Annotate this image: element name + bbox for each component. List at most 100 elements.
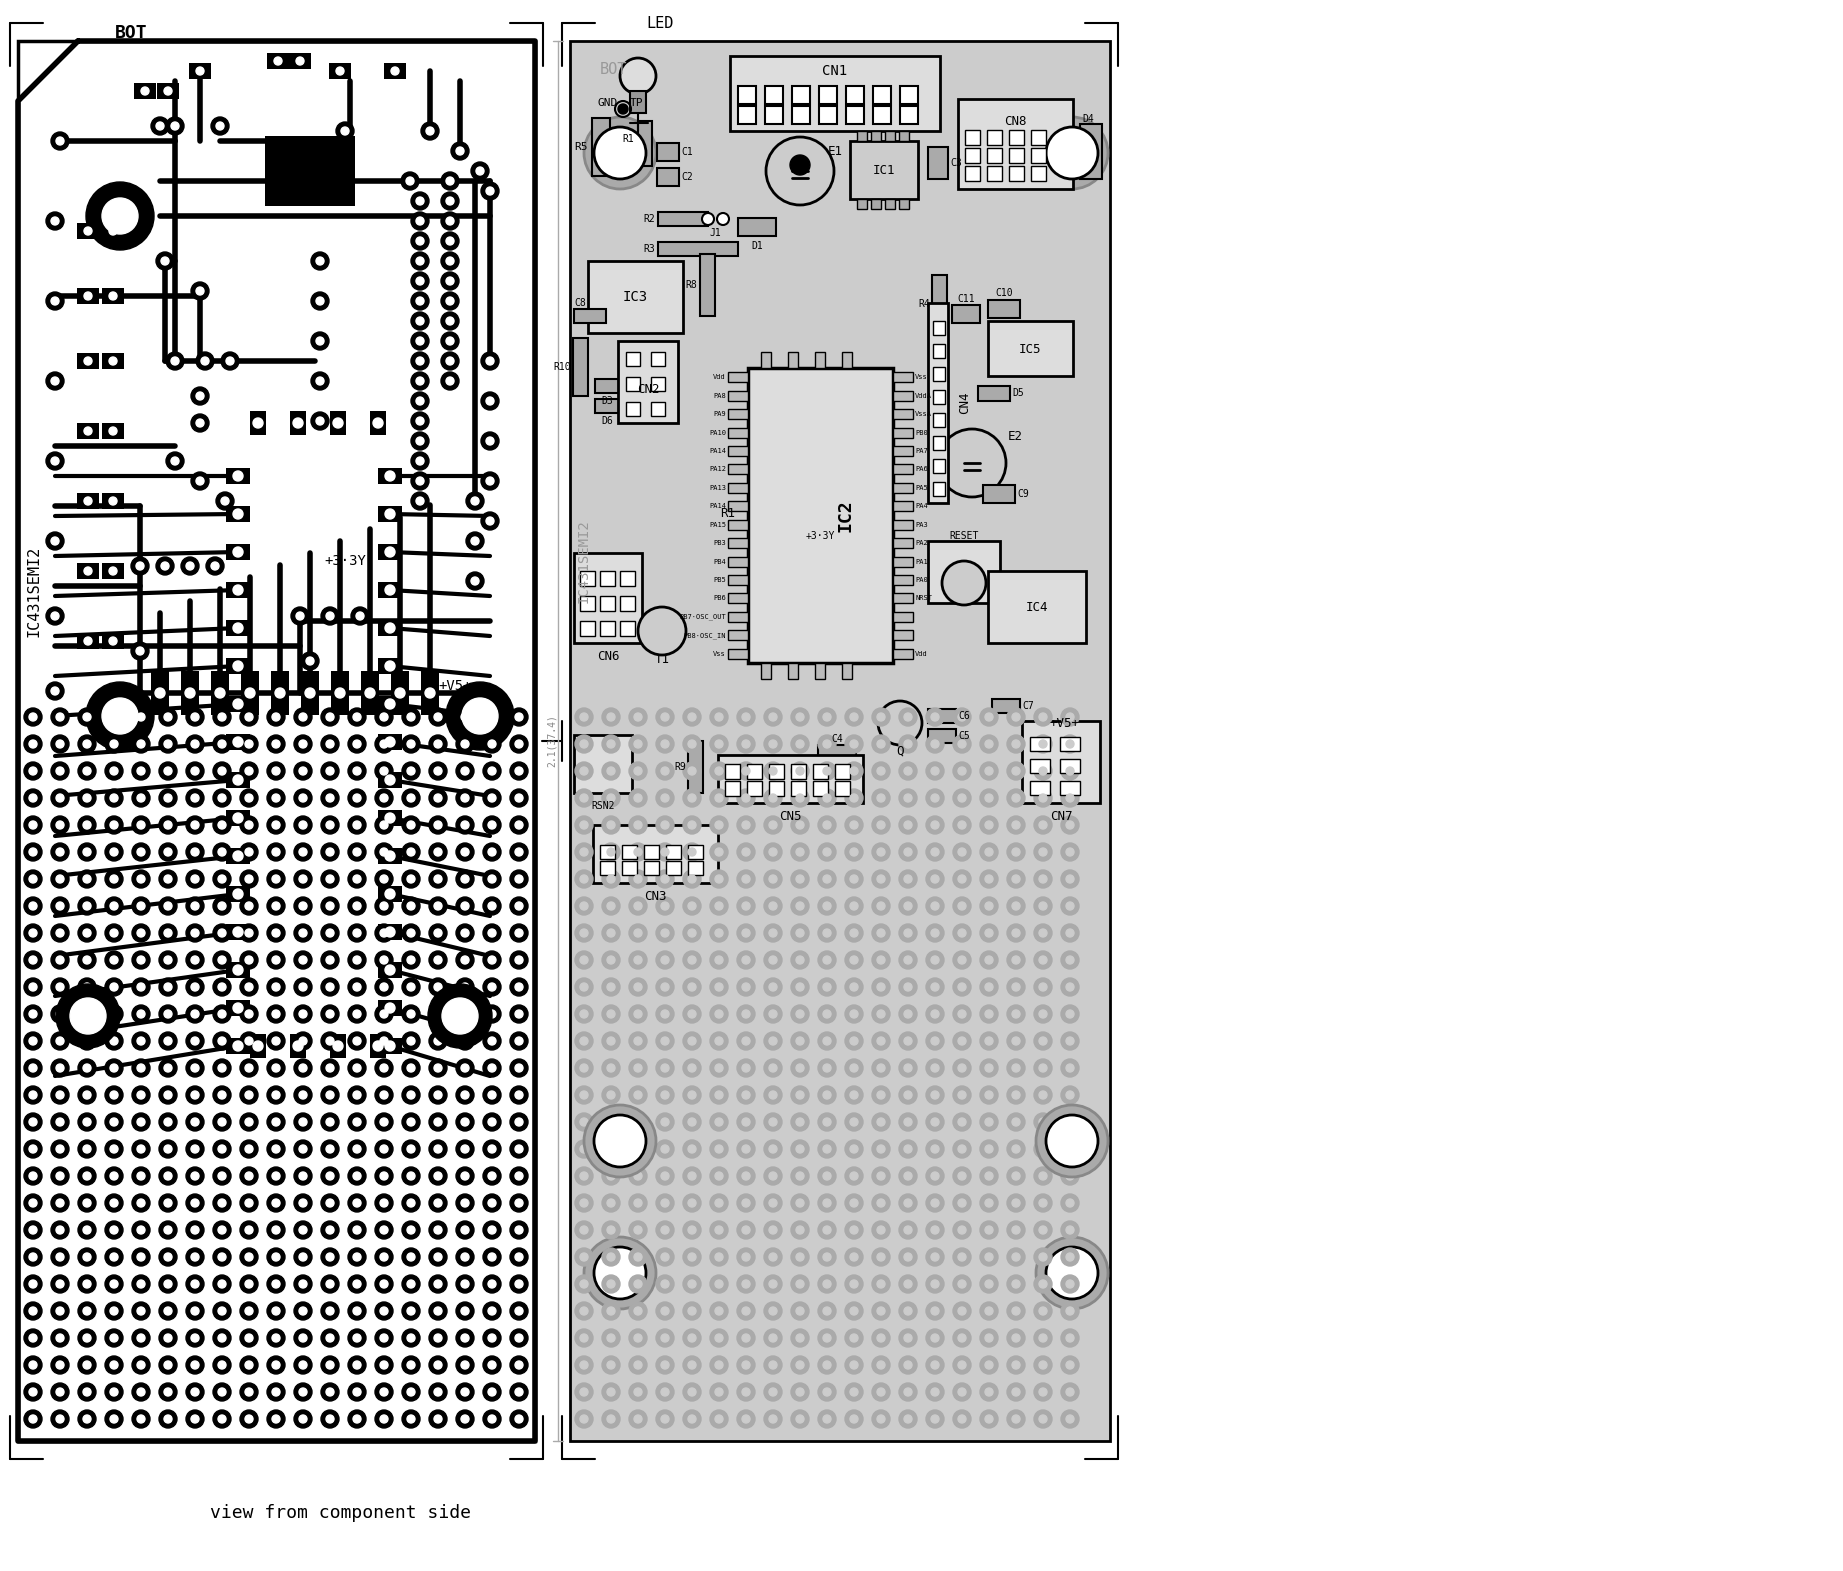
Circle shape [77, 815, 96, 834]
Circle shape [791, 709, 809, 726]
Text: PB3: PB3 [713, 540, 726, 547]
Circle shape [634, 928, 641, 936]
Circle shape [824, 902, 831, 910]
Circle shape [872, 1276, 890, 1293]
Circle shape [796, 902, 804, 910]
Circle shape [850, 1389, 859, 1397]
Circle shape [407, 793, 415, 803]
Circle shape [85, 567, 92, 575]
Circle shape [1006, 950, 1025, 969]
Text: R4: R4 [918, 298, 931, 309]
Circle shape [488, 1254, 496, 1262]
Circle shape [429, 1112, 448, 1131]
Circle shape [575, 1356, 593, 1375]
Circle shape [634, 1172, 641, 1180]
Circle shape [275, 688, 286, 698]
Bar [1060, 781, 1080, 795]
Circle shape [662, 1389, 669, 1397]
Circle shape [634, 1037, 641, 1045]
Circle shape [1065, 1037, 1074, 1045]
Circle shape [245, 875, 252, 883]
Circle shape [374, 897, 393, 914]
Circle shape [83, 1145, 90, 1153]
Circle shape [46, 682, 65, 701]
Circle shape [824, 928, 831, 936]
Circle shape [1034, 1302, 1052, 1320]
Circle shape [380, 1360, 389, 1368]
Bar [101, 223, 123, 239]
Circle shape [1062, 1086, 1078, 1104]
Circle shape [306, 657, 313, 665]
Circle shape [488, 767, 496, 775]
Circle shape [984, 793, 993, 803]
Circle shape [1062, 870, 1078, 888]
Circle shape [273, 740, 280, 748]
Circle shape [411, 432, 429, 449]
Circle shape [687, 1360, 697, 1368]
Circle shape [1012, 1280, 1019, 1288]
Circle shape [850, 848, 859, 856]
Circle shape [273, 1415, 280, 1423]
Circle shape [850, 1225, 859, 1233]
Circle shape [77, 1005, 96, 1023]
Circle shape [872, 1005, 890, 1023]
Circle shape [710, 897, 728, 914]
Circle shape [446, 682, 514, 749]
Circle shape [488, 902, 496, 910]
Circle shape [240, 815, 258, 834]
Circle shape [824, 1145, 831, 1153]
Text: RSN2: RSN2 [592, 801, 616, 811]
Circle shape [899, 709, 918, 726]
Circle shape [446, 217, 453, 225]
Circle shape [844, 1356, 863, 1375]
Circle shape [628, 735, 647, 753]
Circle shape [899, 1247, 918, 1266]
Circle shape [273, 983, 280, 991]
Circle shape [299, 767, 308, 775]
Circle shape [1006, 1329, 1025, 1346]
Circle shape [24, 1112, 42, 1131]
Circle shape [606, 983, 616, 991]
Circle shape [514, 1064, 523, 1071]
Circle shape [273, 1145, 280, 1153]
Circle shape [905, 1172, 912, 1180]
Bar [728, 649, 748, 658]
Circle shape [341, 127, 348, 135]
Bar [687, 845, 702, 859]
Circle shape [111, 1145, 118, 1153]
Circle shape [214, 1221, 230, 1240]
Circle shape [603, 735, 619, 753]
Circle shape [461, 875, 468, 883]
Circle shape [684, 1329, 700, 1346]
Bar [595, 399, 619, 413]
Circle shape [83, 1225, 90, 1233]
Circle shape [217, 1119, 227, 1126]
Circle shape [295, 1329, 311, 1346]
Circle shape [717, 214, 730, 225]
Circle shape [295, 924, 311, 943]
Circle shape [29, 1415, 37, 1423]
Circle shape [407, 1254, 415, 1262]
Circle shape [380, 822, 389, 829]
Circle shape [1034, 897, 1052, 914]
Circle shape [374, 924, 393, 943]
Circle shape [385, 661, 394, 671]
Circle shape [511, 1356, 527, 1375]
Circle shape [737, 789, 756, 807]
Circle shape [687, 848, 697, 856]
Circle shape [83, 1280, 90, 1288]
Circle shape [461, 1334, 468, 1342]
Circle shape [214, 924, 230, 943]
Circle shape [958, 822, 966, 829]
Circle shape [105, 709, 123, 726]
Circle shape [791, 1005, 809, 1023]
Circle shape [273, 1307, 280, 1315]
Circle shape [232, 737, 243, 746]
Circle shape [687, 1334, 697, 1342]
Circle shape [628, 1329, 647, 1346]
Circle shape [1012, 1360, 1019, 1368]
Circle shape [603, 789, 619, 807]
Circle shape [136, 928, 146, 936]
Circle shape [483, 1005, 501, 1023]
Circle shape [953, 897, 971, 914]
